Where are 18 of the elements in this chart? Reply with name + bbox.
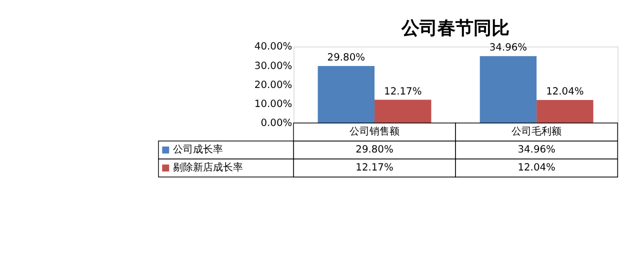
legend-label: 剔除新店成长率 bbox=[172, 162, 243, 174]
text: 12.04% bbox=[546, 86, 584, 98]
x-tick-label: 公司销售额 bbox=[350, 126, 400, 138]
y-tick-label: 40.00% bbox=[254, 42, 292, 53]
y-tick-label: 10.00% bbox=[254, 99, 292, 110]
y-tick-label: 20.00% bbox=[254, 80, 292, 91]
text: 12.17% bbox=[384, 86, 422, 98]
data-label: 34.96% bbox=[518, 144, 556, 156]
text: 34.96% bbox=[489, 42, 528, 54]
y-tick-label: 0.00% bbox=[260, 118, 292, 130]
chart-title: 公司春节同比 bbox=[400, 18, 510, 39]
y-tick-label: 30.00% bbox=[254, 60, 292, 72]
x-tick-label: 公司毛利额 bbox=[512, 126, 562, 138]
legend-label: 公司成长率 bbox=[172, 144, 223, 156]
text: 29.80% bbox=[327, 52, 366, 64]
data-label: 12.04% bbox=[518, 162, 556, 174]
data-label: 29.80% bbox=[356, 144, 394, 156]
data-label: 12.17% bbox=[356, 162, 394, 174]
